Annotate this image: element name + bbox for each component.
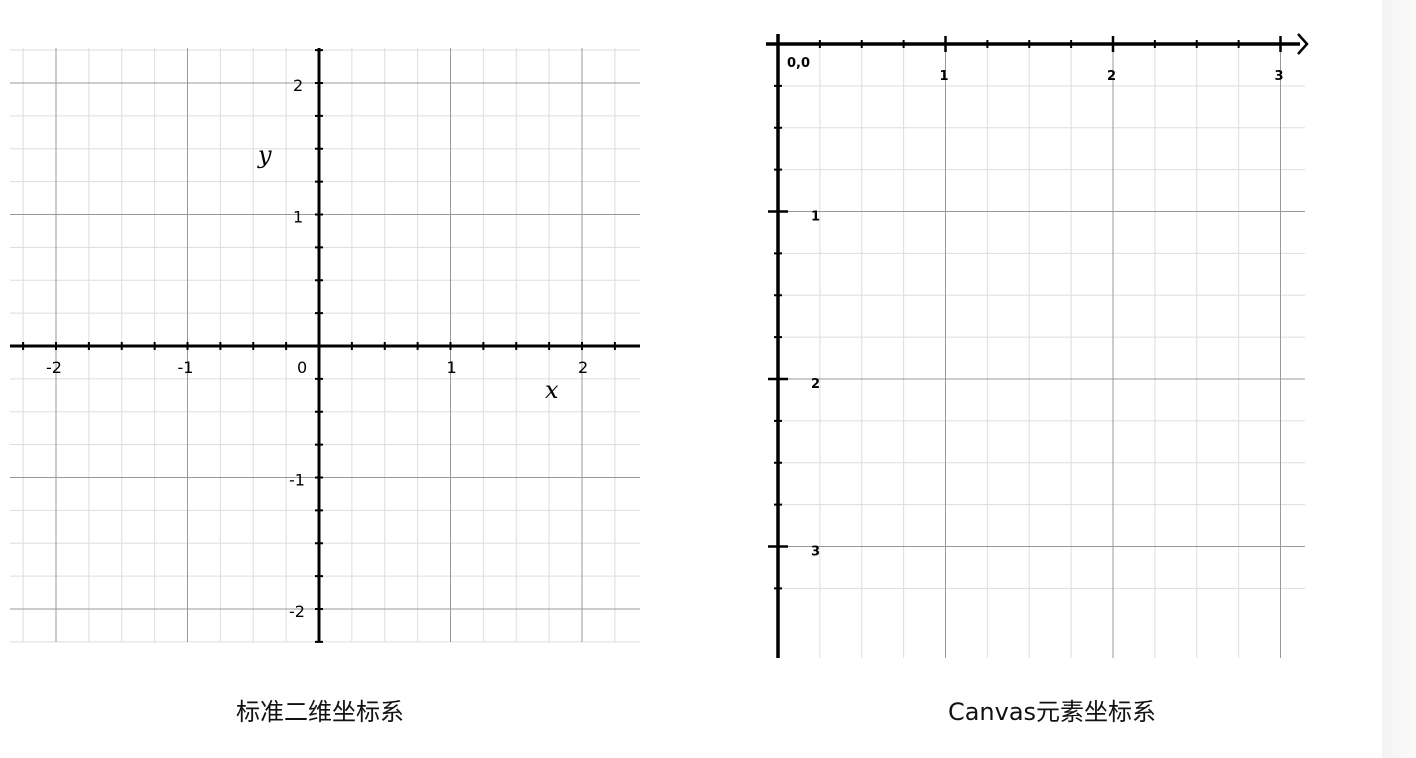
right-tick-labels: 1 2 3 1 2 3 [811, 69, 1284, 560]
canvas-coordinate-diagram: 1 2 3 1 2 3 0,0 [766, 33, 1309, 658]
x-tick-label: 2 [578, 358, 588, 377]
x-axis-arrowhead [1297, 33, 1309, 55]
x-tick-label: 1 [447, 358, 457, 377]
caption-standard-coordinate-system: 标准二维坐标系 [236, 698, 404, 726]
y-tick-label: 2 [811, 377, 820, 392]
x-tick-label: 3 [1275, 69, 1284, 84]
left-y-axis-label: y [257, 141, 272, 169]
y-tick-label: 3 [811, 545, 820, 560]
x-tick-label: -1 [178, 358, 194, 377]
left-tick-labels: -2 -1 0 1 2 2 1 -1 -2 [46, 76, 588, 621]
x-tick-label: -2 [46, 358, 62, 377]
x-tick-label: 2 [1107, 69, 1116, 84]
page-edge-shadow [1382, 0, 1416, 758]
y-tick-label: 1 [293, 208, 303, 227]
left-axes [10, 48, 640, 643]
y-tick-label: 1 [811, 210, 820, 225]
y-tick-label: -2 [289, 602, 305, 621]
y-tick-label: -1 [289, 471, 305, 490]
x-tick-label: 0 [297, 358, 307, 377]
right-grid [778, 44, 1305, 658]
right-axes [766, 33, 1309, 658]
right-origin-label: 0,0 [787, 56, 810, 71]
caption-canvas-coordinate-system: Canvas元素坐标系 [947, 698, 1157, 726]
x-tick-label: 1 [940, 69, 949, 84]
standard-coordinate-diagram: -2 -1 0 1 2 2 1 -1 -2 y x [10, 48, 640, 643]
y-tick-label: 2 [293, 76, 303, 95]
left-x-axis-label: x [545, 376, 559, 404]
